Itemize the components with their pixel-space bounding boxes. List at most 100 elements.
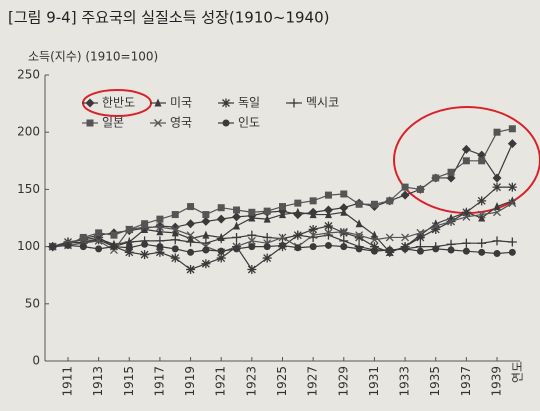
legend-label: 일본: [102, 116, 124, 130]
data-point: [401, 233, 410, 242]
data-point: [141, 240, 149, 248]
data-point: [247, 264, 257, 274]
legend-marker: [154, 98, 162, 107]
legend-label: 멕시코: [306, 96, 339, 110]
data-point: [171, 225, 180, 234]
legend-label: 독일: [238, 96, 260, 110]
data-point: [186, 231, 195, 240]
data-point: [171, 211, 179, 219]
x-tick-label: 1929: [336, 366, 350, 397]
data-point: [216, 253, 226, 263]
x-tick-label: 1937: [459, 366, 473, 397]
data-point: [202, 211, 210, 219]
data-point: [415, 232, 425, 242]
data-point: [170, 253, 180, 263]
data-point: [202, 230, 210, 239]
data-point: [447, 246, 455, 254]
data-point: [156, 243, 164, 251]
data-point: [248, 243, 256, 251]
x-tick-label: 1925: [275, 366, 289, 397]
data-point: [385, 233, 394, 242]
data-point: [355, 219, 363, 228]
data-point: [233, 221, 241, 230]
data-point: [339, 227, 348, 236]
y-tick-label: 100: [17, 239, 40, 253]
data-point: [478, 157, 486, 165]
data-point: [201, 259, 211, 269]
series-line: [52, 186, 513, 271]
data-point: [370, 200, 378, 208]
data-point: [95, 245, 103, 253]
series-line: [52, 143, 513, 248]
data-point: [508, 248, 516, 256]
data-point: [49, 243, 57, 251]
data-point: [401, 245, 409, 253]
data-point: [508, 125, 516, 133]
data-point: [156, 215, 164, 223]
data-point: [124, 247, 134, 257]
legend-marker: [289, 98, 299, 108]
data-point: [461, 144, 471, 154]
y-tick-label: 150: [17, 182, 40, 196]
legend-label: 영국: [170, 116, 192, 130]
y-tick-label: 0: [32, 354, 40, 368]
data-point: [462, 247, 470, 255]
data-point: [125, 225, 134, 234]
data-point: [232, 232, 242, 242]
data-point: [401, 183, 409, 191]
series-line: [52, 128, 513, 248]
legend-marker: [154, 119, 162, 127]
data-point: [447, 217, 456, 226]
data-point: [416, 228, 425, 237]
y-tick-label: 50: [25, 296, 40, 310]
data-point: [477, 196, 487, 206]
data-point: [309, 197, 317, 205]
data-point: [247, 236, 256, 245]
data-point: [216, 214, 226, 224]
data-point: [201, 216, 211, 226]
data-point: [324, 228, 333, 237]
data-point: [263, 214, 271, 223]
data-point: [155, 221, 165, 231]
data-point: [187, 248, 195, 256]
data-point: [477, 238, 487, 248]
data-point: [492, 236, 502, 246]
data-point: [278, 233, 287, 242]
data-point: [370, 247, 378, 255]
data-point: [340, 207, 348, 216]
data-point: [386, 197, 394, 205]
data-point: [156, 227, 164, 236]
data-point: [309, 231, 318, 240]
data-point: [294, 207, 302, 216]
legend-marker: [86, 119, 94, 127]
data-point: [461, 238, 471, 248]
x-tick-label: 1931: [367, 366, 381, 397]
data-point: [94, 236, 103, 245]
data-point: [293, 230, 303, 240]
data-point: [232, 212, 242, 222]
data-point: [370, 230, 378, 239]
data-point: [370, 235, 379, 244]
data-point: [141, 224, 149, 233]
data-point: [340, 190, 348, 198]
data-point: [432, 245, 440, 253]
x-tick-label: 1927: [306, 366, 320, 397]
x-tick-label: 1939: [490, 366, 504, 397]
x-axis-label: 연도: [511, 361, 525, 383]
data-point: [340, 243, 348, 251]
data-point: [279, 210, 286, 219]
data-point: [309, 243, 317, 251]
data-point: [339, 203, 349, 213]
x-tick-label: 1923: [244, 366, 258, 397]
data-point: [110, 231, 118, 239]
data-point: [493, 249, 501, 257]
data-point: [323, 221, 333, 231]
data-point: [507, 237, 517, 247]
data-point: [507, 182, 517, 192]
y-tick-label: 250: [17, 68, 40, 82]
data-point: [155, 247, 165, 257]
data-point: [478, 248, 486, 256]
data-point: [110, 243, 118, 251]
data-point: [324, 191, 332, 199]
